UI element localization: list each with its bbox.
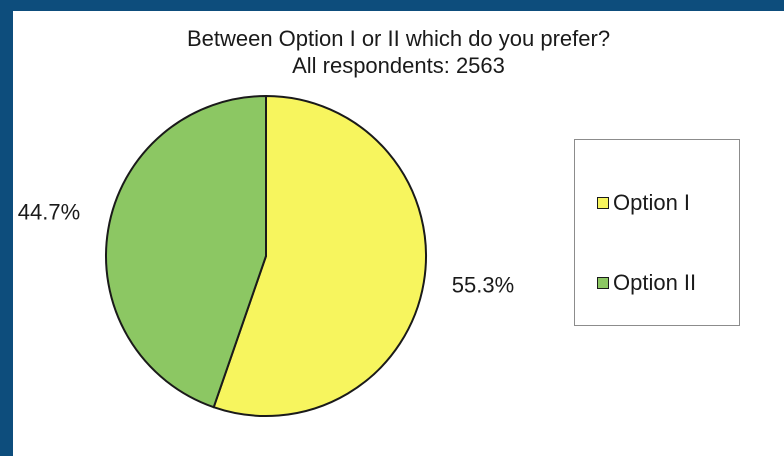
- legend-swatch-option-2: [597, 277, 609, 289]
- legend-label-option-2: Option II: [613, 270, 697, 295]
- chart-title: Between Option I or II which do you pref…: [186, 26, 611, 51]
- pie-slice-2: [105, 95, 267, 409]
- legend-swatch-option-1: [597, 197, 609, 209]
- legend-item-option-1: Option I: [597, 190, 690, 216]
- pie-chart: 55.3% 44.7%: [18, 95, 514, 417]
- legend-label-option-1: Option I: [613, 190, 691, 215]
- chart-title-block: Between Option I or II which do you pref…: [13, 25, 784, 79]
- data-label-1: 55.3%: [452, 273, 514, 298]
- chart-subtitle: All respondents: 2563: [292, 53, 505, 78]
- legend-item-option-2: Option II: [597, 270, 696, 296]
- chart-frame: Between Option I or II which do you pref…: [13, 11, 784, 456]
- data-label-2: 44.7%: [18, 200, 80, 225]
- chart-legend: Option I Option II: [574, 139, 740, 326]
